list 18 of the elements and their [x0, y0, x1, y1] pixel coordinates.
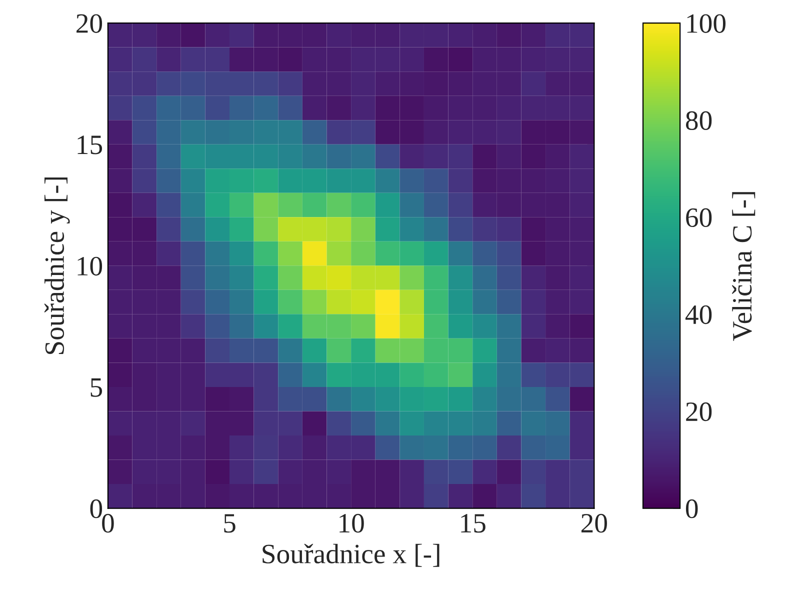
x-tick-label: 10 [340, 514, 364, 533]
x-tick-label: 15 [461, 514, 486, 533]
y-axis-title: Souřadnice y [-] [44, 177, 70, 354]
x-tick-label: 5 [224, 514, 236, 533]
color-bar-label: 20 [686, 402, 712, 422]
y-tick-label: 15 [78, 136, 102, 154]
y-tick-label: 5 [90, 378, 102, 397]
y-tick-label: 0 [90, 499, 102, 518]
color-bar-label: 100 [687, 14, 726, 33]
color-bar-label: 80 [686, 111, 712, 130]
x-tick-label: 20 [581, 514, 607, 533]
color-bar-label: 40 [685, 305, 712, 324]
color-bar-label: 0 [686, 499, 698, 518]
color-bar-label: 60 [686, 208, 712, 228]
y-tick-label: 20 [76, 14, 102, 33]
y-tick-label: 10 [78, 256, 102, 276]
color-bar-title: Veličina C [-] [732, 192, 756, 341]
x-axis-title: Souřadnice x [-] [262, 544, 440, 567]
